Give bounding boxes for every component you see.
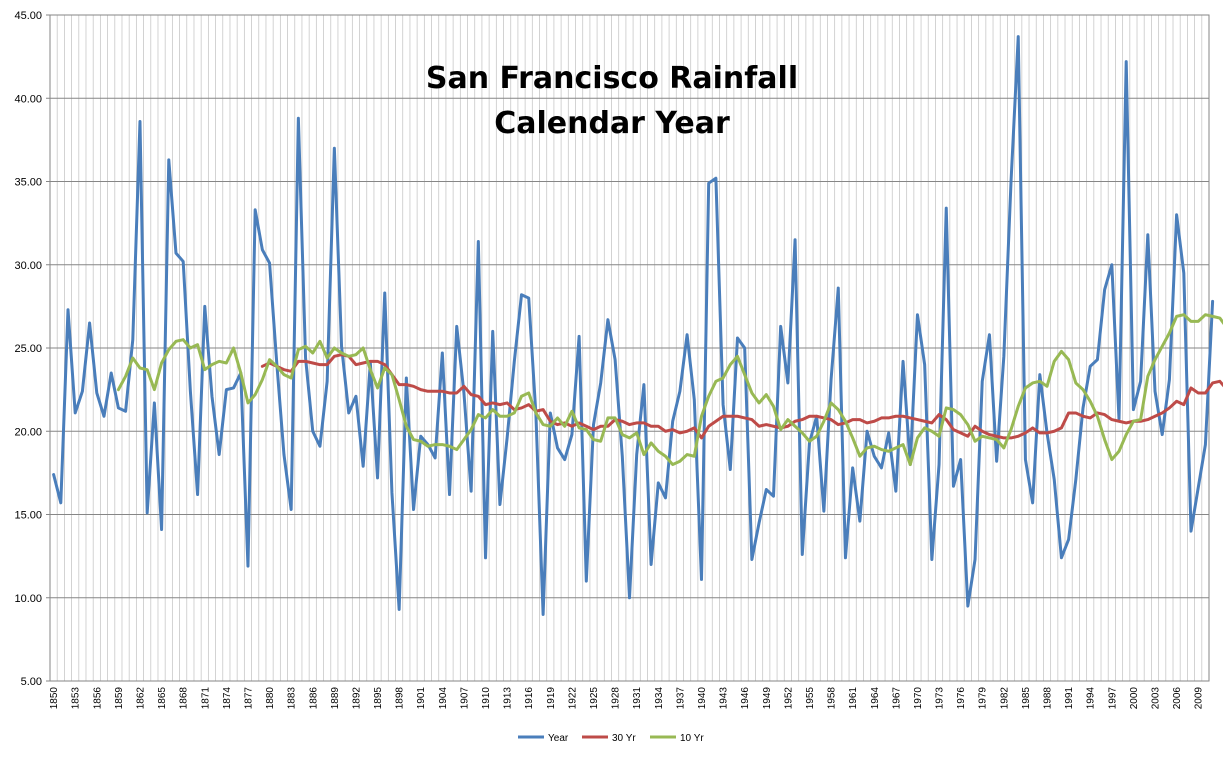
- x-tick-label: 2009: [1194, 687, 1205, 710]
- y-tick-label: 15.00: [14, 510, 42, 522]
- x-tick-label: 1970: [913, 687, 924, 710]
- x-tick-label: 1943: [719, 687, 730, 710]
- x-tick-label: 1919: [546, 687, 557, 710]
- y-tick-label: 20.00: [14, 426, 42, 438]
- x-tick-label: 1994: [1086, 687, 1097, 710]
- y-tick-label: 10.00: [14, 593, 42, 605]
- x-tick-label: 1865: [157, 687, 168, 710]
- chart-subtitle: Calendar Year: [494, 106, 730, 141]
- x-tick-label: 1895: [373, 687, 384, 710]
- x-tick-label: 1964: [870, 687, 881, 710]
- x-tick-label: 1976: [956, 687, 967, 710]
- x-tick-label: 1991: [1064, 687, 1075, 710]
- y-tick-label: 40.00: [14, 93, 42, 105]
- y-tick-label: 25.00: [14, 343, 42, 355]
- legend-label: 10 Yr: [680, 733, 704, 744]
- y-axis-tick-labels: 5.00 10.00 15.00 20.00 25.00 30.00 35.00 40.00 4…: [14, 10, 42, 688]
- series-lines: [52, 35, 1223, 616]
- x-tick-label: 1886: [308, 687, 319, 710]
- x-tick-label: 1880: [265, 687, 276, 710]
- x-tick-label: 1910: [481, 687, 492, 710]
- x-tick-label: 1853: [71, 687, 82, 710]
- x-tick-label: 1907: [459, 687, 470, 710]
- chart-title: San Francisco Rainfall: [426, 61, 798, 96]
- x-tick-label: 1916: [524, 687, 535, 710]
- y-tick-label: 30.00: [14, 260, 42, 272]
- x-tick-label: 1856: [92, 687, 103, 710]
- x-tick-label: 1901: [416, 687, 427, 710]
- series-line-30-yr: [260, 353, 1223, 440]
- x-tick-label: 1967: [891, 687, 902, 710]
- x-tick-label: 1928: [611, 687, 622, 710]
- x-tick-label: 1850: [49, 687, 60, 710]
- x-tick-label: 1889: [330, 687, 341, 710]
- x-tick-label: 1958: [827, 687, 838, 710]
- x-tick-label: 1979: [978, 687, 989, 710]
- x-tick-label: 1934: [654, 687, 665, 710]
- series-line-10-yr: [116, 313, 1223, 467]
- series-line-year: [52, 35, 1215, 616]
- x-tick-label: 1931: [632, 687, 643, 710]
- y-tick-label: 5.00: [21, 676, 42, 688]
- y-tick-label: 35.00: [14, 177, 42, 189]
- x-tick-label: 2000: [1129, 687, 1140, 710]
- x-tick-label: 1871: [200, 687, 211, 710]
- x-tick-label: 1937: [675, 687, 686, 710]
- x-tick-label: 1952: [783, 687, 794, 710]
- x-tick-label: 1925: [589, 687, 600, 710]
- x-tick-label: 1982: [999, 687, 1010, 710]
- legend-label: 30 Yr: [612, 733, 636, 744]
- x-axis-tick-labels: 1850 1853 1856 1859 1862 1865 1868 1871 1874 1877…: [49, 687, 1205, 710]
- x-tick-label: 1961: [848, 687, 859, 710]
- x-tick-label: 1949: [762, 687, 773, 710]
- x-tick-label: 1997: [1107, 687, 1118, 710]
- x-tick-label: 1985: [1021, 687, 1032, 710]
- x-tick-label: 1973: [935, 687, 946, 710]
- x-tick-label: 1892: [351, 687, 362, 710]
- x-tick-label: 1898: [395, 687, 406, 710]
- x-tick-label: 1940: [697, 687, 708, 710]
- x-tick-label: 1913: [503, 687, 514, 710]
- x-tick-label: 1946: [740, 687, 751, 710]
- x-tick-label: 1988: [1043, 687, 1054, 710]
- x-tick-label: 1877: [243, 687, 254, 710]
- x-tick-label: 1883: [287, 687, 298, 710]
- x-tick-label: 2006: [1172, 687, 1183, 710]
- chart-legend: Year 30 Yr 10 Yr: [518, 733, 704, 744]
- x-tick-label: 1904: [438, 687, 449, 710]
- x-tick-label: 1955: [805, 687, 816, 710]
- y-tick-label: 45.00: [14, 10, 42, 22]
- x-tick-label: 1868: [179, 687, 190, 710]
- x-tick-label: 1922: [567, 687, 578, 710]
- x-tick-label: 2003: [1151, 687, 1162, 710]
- x-tick-label: 1862: [135, 687, 146, 710]
- x-tick-label: 1874: [222, 687, 233, 710]
- x-tick-label: 1859: [114, 687, 125, 710]
- legend-label: Year: [548, 733, 569, 744]
